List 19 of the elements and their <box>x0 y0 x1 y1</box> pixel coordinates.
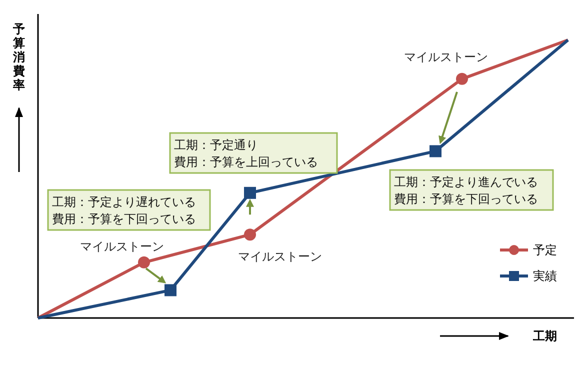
point <box>456 72 468 85</box>
annotation: 費用：予算を上回っている <box>174 155 318 169</box>
annotation: マイルストーン <box>404 50 488 64</box>
annotation: マイルストーン <box>80 239 164 254</box>
point <box>138 256 150 268</box>
point <box>164 284 176 296</box>
point <box>244 228 256 241</box>
annotation: 費用：予算を下回っている <box>394 192 538 206</box>
annotation: マイルストーン <box>238 250 322 264</box>
annotation: 費用：予算を下回っている <box>52 212 196 226</box>
y-axis-title: 予算消費率 <box>12 22 25 92</box>
point <box>430 145 442 158</box>
legend-label: 予定 <box>533 243 557 257</box>
legend-label: 実績 <box>533 269 557 283</box>
annotation: 工期：予定より遅れている <box>52 195 196 209</box>
annotation: 工期：予定より進んでいる <box>394 175 538 189</box>
x-axis-title: 工期 <box>532 329 557 343</box>
point <box>244 186 256 199</box>
annotation: 工期：予定通り <box>174 138 258 152</box>
